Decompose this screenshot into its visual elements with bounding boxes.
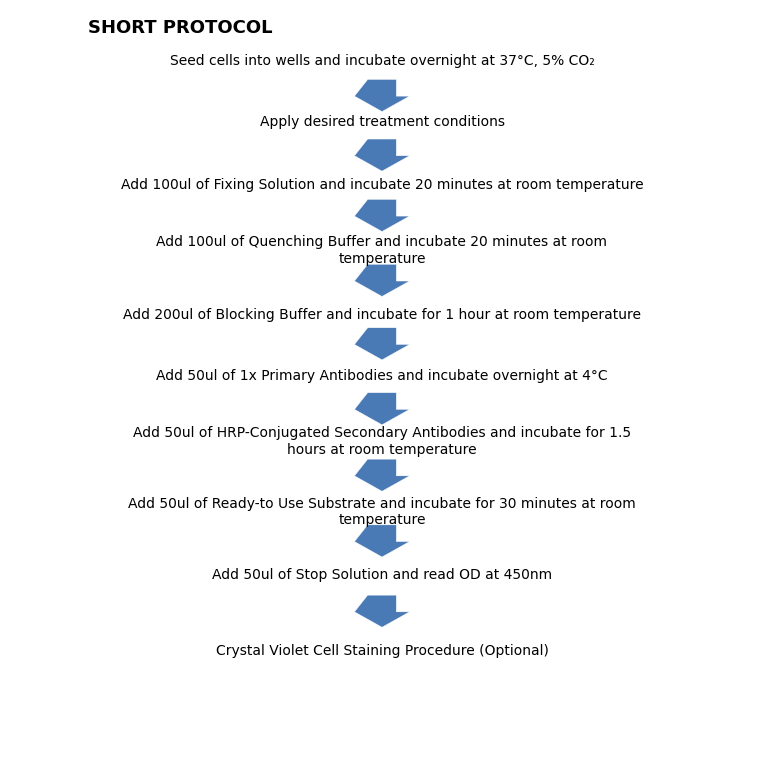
Text: SHORT PROTOCOL: SHORT PROTOCOL <box>88 19 272 37</box>
Polygon shape <box>354 525 410 557</box>
Polygon shape <box>354 139 410 171</box>
Text: Crystal Violet Cell Staining Procedure (Optional): Crystal Violet Cell Staining Procedure (… <box>215 644 549 658</box>
Text: Seed cells into wells and incubate overnight at 37°C, 5% CO₂: Seed cells into wells and incubate overn… <box>170 54 594 68</box>
Text: Add 50ul of Stop Solution and read OD at 450nm: Add 50ul of Stop Solution and read OD at… <box>212 568 552 581</box>
Text: Add 50ul of HRP-Conjugated Secondary Antibodies and incubate for 1.5
hours at ro: Add 50ul of HRP-Conjugated Secondary Ant… <box>133 426 631 457</box>
Polygon shape <box>354 393 410 425</box>
Polygon shape <box>354 328 410 360</box>
Polygon shape <box>354 595 410 627</box>
Text: Add 50ul of 1x Primary Antibodies and incubate overnight at 4°C: Add 50ul of 1x Primary Antibodies and in… <box>156 369 608 383</box>
Text: Add 100ul of Quenching Buffer and incubate 20 minutes at room
temperature: Add 100ul of Quenching Buffer and incuba… <box>157 235 607 266</box>
Text: Add 50ul of Ready-to Use Substrate and incubate for 30 minutes at room
temperatu: Add 50ul of Ready-to Use Substrate and i… <box>128 497 636 527</box>
Polygon shape <box>354 459 410 491</box>
Text: Add 100ul of Fixing Solution and incubate 20 minutes at room temperature: Add 100ul of Fixing Solution and incubat… <box>121 178 643 192</box>
Polygon shape <box>354 199 410 231</box>
Polygon shape <box>354 264 410 296</box>
Text: Apply desired treatment conditions: Apply desired treatment conditions <box>260 115 504 129</box>
Polygon shape <box>354 79 410 112</box>
Text: Add 200ul of Blocking Buffer and incubate for 1 hour at room temperature: Add 200ul of Blocking Buffer and incubat… <box>123 308 641 322</box>
